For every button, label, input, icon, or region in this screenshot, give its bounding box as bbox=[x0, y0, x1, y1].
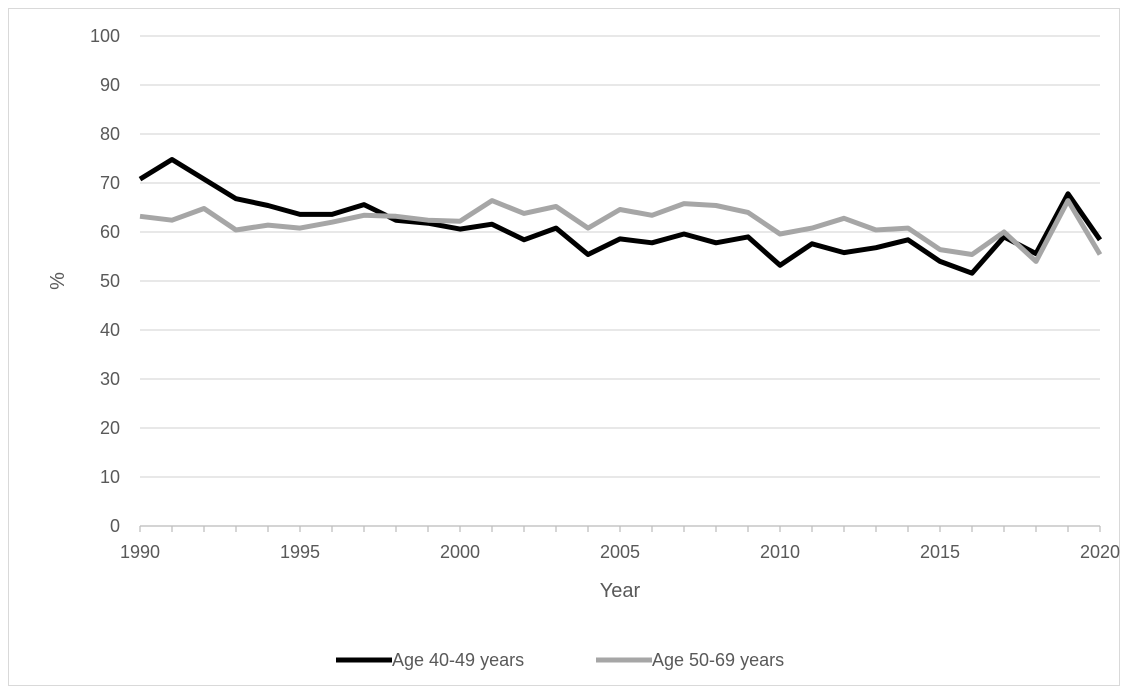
y-tick-label: 20 bbox=[100, 418, 120, 438]
legend-label-2: Age 50-69 years bbox=[652, 650, 784, 670]
y-tick-label: 50 bbox=[100, 271, 120, 291]
y-tick-label: 30 bbox=[100, 369, 120, 389]
x-tick-label: 2000 bbox=[440, 542, 480, 562]
x-tick-label: 2020 bbox=[1080, 542, 1120, 562]
x-tick-label: 2005 bbox=[600, 542, 640, 562]
y-tick-label: 90 bbox=[100, 75, 120, 95]
x-axis-ticks: 1990 1995 2000 2005 2010 2015 2020 bbox=[120, 525, 1120, 562]
chart-area bbox=[8, 8, 1120, 686]
x-tick-label: 1990 bbox=[120, 542, 160, 562]
legend: Age 40-49 years Age 50-69 years bbox=[336, 650, 784, 670]
x-tick-label: 2015 bbox=[920, 542, 960, 562]
series-line-1 bbox=[138, 157, 1103, 276]
x-axis-title: Year bbox=[600, 580, 641, 602]
y-axis-ticks: 0 10 20 30 40 50 60 70 80 90 100 bbox=[90, 26, 120, 536]
y-tick-label: 60 bbox=[100, 222, 120, 242]
legend-label-1: Age 40-49 years bbox=[392, 650, 524, 670]
y-tick-label: 40 bbox=[100, 320, 120, 340]
y-tick-label: 70 bbox=[100, 173, 120, 193]
series-line-2 bbox=[139, 198, 1103, 264]
y-tick-label: 100 bbox=[90, 26, 120, 46]
y-axis-title: % bbox=[47, 272, 69, 290]
gridlines bbox=[140, 35, 1100, 527]
y-tick-label: 0 bbox=[110, 516, 120, 536]
series-lines bbox=[138, 157, 1103, 276]
y-tick-label: 80 bbox=[100, 124, 120, 144]
y-tick-label: 10 bbox=[100, 467, 120, 487]
x-tick-label: 2010 bbox=[760, 542, 800, 562]
x-tick-label: 1995 bbox=[280, 542, 320, 562]
